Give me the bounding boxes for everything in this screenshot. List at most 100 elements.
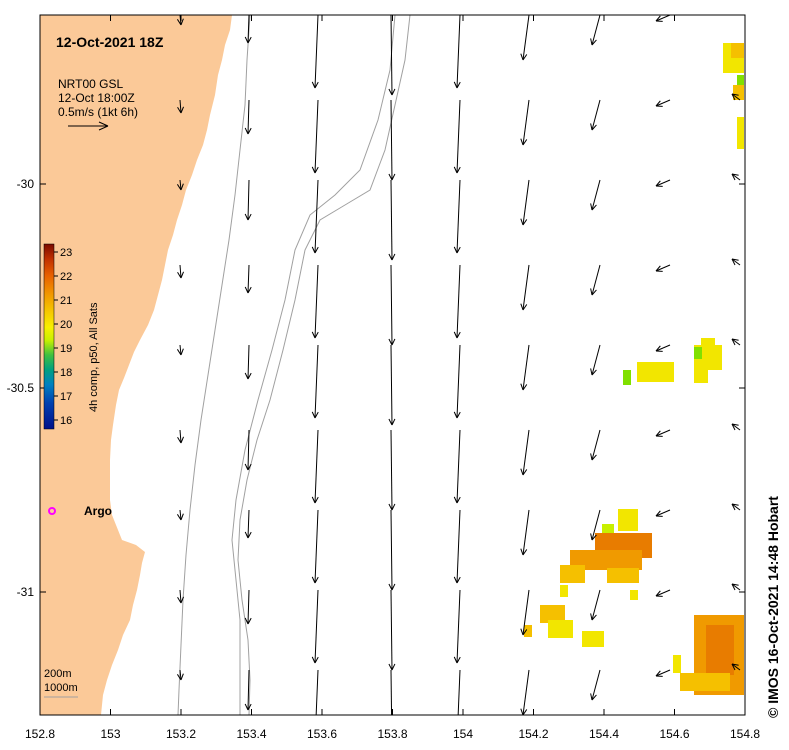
current-arrow xyxy=(244,429,252,471)
map-title: 12-Oct-2021 18Z xyxy=(56,34,164,50)
current-arrow xyxy=(731,583,741,591)
current-arrow xyxy=(655,99,671,107)
current-arrow xyxy=(176,509,184,521)
current-arrow xyxy=(311,15,319,89)
colorbar-tick-label: 22 xyxy=(60,271,72,283)
current-arrow xyxy=(590,344,601,376)
current-arrow xyxy=(520,344,530,391)
current-arrow xyxy=(731,173,741,181)
current-arrow xyxy=(388,589,396,671)
current-arrow xyxy=(655,264,671,272)
current-arrow xyxy=(244,589,252,625)
current-arrow xyxy=(388,264,396,346)
sst-patch-northeast xyxy=(723,43,744,149)
current-arrow xyxy=(731,663,741,671)
current-arrow xyxy=(655,509,671,517)
current-arrow xyxy=(731,338,741,346)
current-arrow xyxy=(731,93,741,101)
current-arrow xyxy=(388,344,396,426)
vector-legend-source: NRT00 GSL xyxy=(58,77,123,91)
current-arrow xyxy=(177,589,184,604)
current-arrow xyxy=(655,179,671,187)
contour-200m xyxy=(177,15,251,715)
current-arrow xyxy=(388,509,396,591)
current-arrow xyxy=(453,509,461,584)
current-arrow xyxy=(734,15,740,16)
coastline-land xyxy=(40,15,232,715)
current-arrow xyxy=(453,264,461,339)
current-arrow xyxy=(311,509,319,584)
current-arrow xyxy=(176,344,184,356)
vector-legend-scale: 0.5m/s (1kt 6h) xyxy=(58,105,138,119)
colorbar-tick-label: 16 xyxy=(60,415,72,427)
current-arrow xyxy=(388,99,396,181)
current-arrow xyxy=(311,99,319,174)
current-arrow xyxy=(315,669,319,715)
current-arrow xyxy=(244,15,252,44)
current-arrow xyxy=(244,264,252,294)
vector-legend-arrow xyxy=(68,121,109,131)
current-arrow xyxy=(590,179,601,211)
current-arrow xyxy=(520,179,530,226)
current-arrow xyxy=(520,589,530,636)
current-arrow xyxy=(520,509,530,556)
current-arrow xyxy=(520,99,530,146)
current-arrow xyxy=(590,429,601,461)
current-arrow xyxy=(390,669,393,715)
current-arrow xyxy=(453,344,461,419)
current-arrow xyxy=(311,589,319,664)
current-arrow xyxy=(177,429,184,444)
x-tick-label: 154.4 xyxy=(589,727,619,741)
current-arrow xyxy=(590,99,601,131)
current-arrow xyxy=(388,179,396,261)
current-arrow xyxy=(457,669,461,715)
current-arrow xyxy=(655,429,671,437)
current-arrow xyxy=(731,503,741,511)
current-arrow xyxy=(520,669,530,715)
sst-patch-east xyxy=(623,338,722,385)
current-arrow xyxy=(655,589,671,597)
current-arrow xyxy=(311,179,319,254)
colorbar-tick-label: 17 xyxy=(60,391,72,403)
current-arrow xyxy=(731,423,741,431)
argo-label: Argo xyxy=(84,504,112,518)
axes: 152.8 153 153.2 153.4 153.6 153.8 154 154.2 154.… xyxy=(7,15,760,741)
x-tick-label: 153.8 xyxy=(377,727,407,741)
x-tick-label: 153.2 xyxy=(166,727,196,741)
current-arrow xyxy=(590,509,601,541)
current-arrow xyxy=(244,99,252,135)
x-tick-label: 153.6 xyxy=(307,727,337,741)
colorbar-tick-label: 23 xyxy=(60,247,72,259)
contour-1000m-inner xyxy=(231,15,396,715)
current-arrow xyxy=(520,15,530,61)
x-tick-label: 154 xyxy=(453,727,473,741)
current-arrow xyxy=(311,429,319,504)
current-arrow xyxy=(520,264,530,311)
current-arrow xyxy=(177,99,184,114)
colorbar-ticks: 23 22 21 20 19 18 17 16 xyxy=(54,247,72,427)
contour-1000m xyxy=(237,15,411,715)
current-arrow xyxy=(311,344,319,419)
x-tick-label: 153 xyxy=(100,727,120,741)
credit-text: © IMOS 16-Oct-2021 14:48 Hobart xyxy=(765,496,781,718)
current-arrow xyxy=(655,15,671,22)
x-tick-label: 153.4 xyxy=(236,727,266,741)
colorbar-tick-label: 19 xyxy=(60,343,72,355)
y-tick-label: -30 xyxy=(17,177,35,191)
current-arrow xyxy=(590,15,601,46)
current-arrow xyxy=(655,344,671,352)
current-arrow xyxy=(520,429,530,476)
current-arrow xyxy=(590,669,601,701)
current-arrow xyxy=(311,264,319,339)
current-arrow xyxy=(176,179,184,191)
current-arrow xyxy=(176,669,184,681)
current-arrow xyxy=(453,179,461,254)
current-arrow xyxy=(453,15,461,89)
argo-marker-icon xyxy=(48,507,56,515)
x-tick-label: 154.8 xyxy=(730,727,760,741)
colorbar-label: 4h comp, p50, All Sats xyxy=(88,302,100,412)
depth-legend-200m: 200m xyxy=(44,668,72,680)
x-tick-label: 154.6 xyxy=(659,727,689,741)
vector-legend-time: 12-Oct 18:00Z xyxy=(58,91,135,105)
